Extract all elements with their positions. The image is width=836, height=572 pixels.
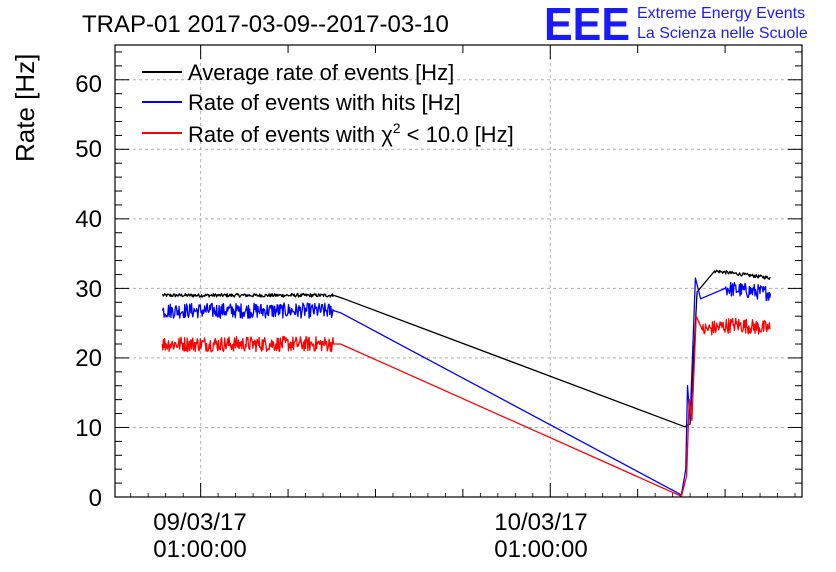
series-line-2 (161, 315, 771, 497)
y-tick-label-60: 60 (75, 71, 102, 98)
legend-label-chi2-prefix: Rate of events with χ (188, 122, 393, 147)
y-tick-label-10: 10 (75, 415, 102, 442)
y-tick-label-30: 30 (75, 276, 102, 303)
x-tick-labels: 09/03/17 01:00:00 10/03/17 01:00:00 (153, 509, 587, 563)
x-tick-date-1: 10/03/17 (494, 509, 587, 536)
y-axis-label: Rate [Hz] (10, 54, 40, 162)
y-tick-label-40: 40 (75, 206, 102, 233)
legend-label-average: Average rate of events [Hz] (188, 60, 454, 85)
eee-logo-line2: La Scienza nelle Scuole (637, 25, 808, 42)
legend: Average rate of events [Hz] Rate of even… (142, 60, 514, 147)
y-tick-labels: 0 10 20 30 40 50 60 (75, 71, 102, 512)
eee-logo-mark: EEE (544, 0, 630, 50)
x-tick-time-1: 01:00:00 (494, 536, 587, 563)
grid (115, 45, 802, 497)
x-tick-date-0: 09/03/17 (153, 509, 246, 536)
frame (114, 44, 803, 498)
series-line-1 (161, 277, 772, 496)
legend-label-chi2-sup: 2 (393, 120, 401, 136)
y-tick-label-50: 50 (75, 136, 102, 163)
legend-label-chi2-suffix: < 10.0 [Hz] (401, 122, 514, 147)
chart-title: TRAP-01 2017-03-09--2017-03-10 (82, 11, 449, 38)
series-line-0 (161, 269, 771, 428)
y-tick-label-20: 20 (75, 345, 102, 372)
ticks (115, 45, 802, 498)
eee-logo: EEE Extreme Energy Events La Scienza nel… (544, 0, 808, 50)
legend-label-chi2: Rate of events with χ2 < 10.0 [Hz] (188, 120, 514, 147)
eee-logo-line1: Extreme Energy Events (637, 5, 805, 22)
y-tick-label-0: 0 (89, 485, 102, 512)
series-layer (161, 269, 772, 497)
legend-label-hits: Rate of events with hits [Hz] (188, 90, 461, 115)
plot-frame (114, 44, 803, 498)
x-tick-time-0: 01:00:00 (153, 536, 246, 563)
